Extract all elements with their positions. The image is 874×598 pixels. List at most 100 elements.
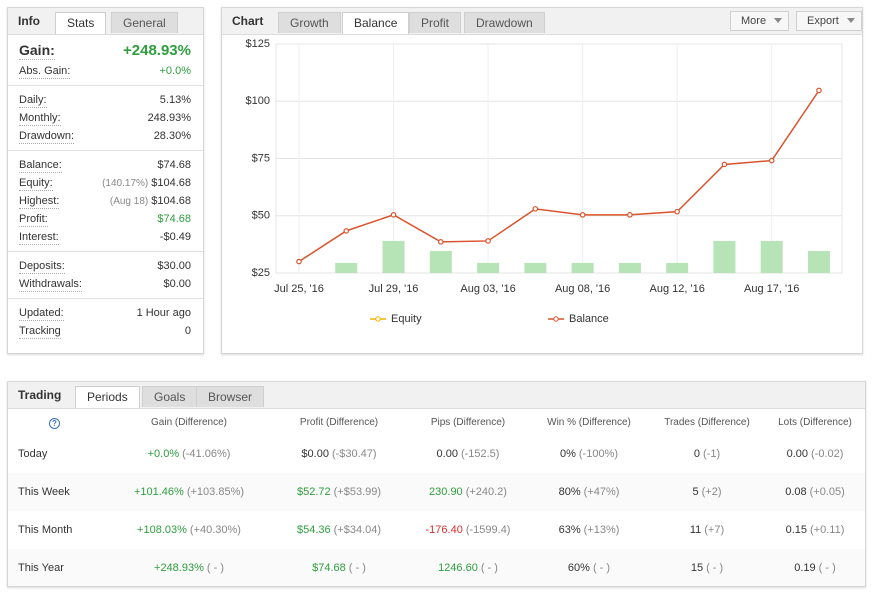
stat-label: Tracking (19, 325, 61, 339)
bar (807, 251, 830, 273)
column-header: Lots (Difference) (778, 417, 852, 428)
column-header: Trades (Difference) (664, 417, 750, 428)
table-cell: 0.19( - ) (794, 562, 836, 574)
table-cell: $74.68( - ) (312, 562, 366, 574)
cell-difference: ( - ) (480, 562, 498, 574)
cell-difference: (-152.5) (460, 448, 500, 460)
stat-value: $74.68 (157, 213, 191, 225)
stat-value: $0.00 (163, 278, 191, 290)
cell-difference: (+$34.04) (333, 524, 382, 536)
cell-difference: ( - ) (348, 562, 366, 574)
cell-value: 1246.60 (438, 562, 478, 574)
y-tick-label: $25 (252, 267, 270, 279)
tab[interactable]: General (111, 12, 178, 33)
cell-difference: (+13%) (583, 524, 620, 536)
table-cell: +248.93%( - ) (154, 562, 224, 574)
stat-row: Equity: (140.17%) $104.68 (8, 174, 203, 192)
dropdown-button[interactable]: Export (796, 11, 862, 31)
stat-row: Profit: $74.68 (8, 210, 203, 228)
stat-value: 28.30% (153, 130, 191, 142)
cell-difference: ( - ) (706, 562, 724, 574)
stat-label: Abs. Gain: (19, 65, 71, 79)
cell-value: 0.15 (785, 524, 808, 536)
legend-marker (553, 316, 559, 322)
stat-value: $30.00 (157, 260, 191, 272)
table-cell: $54.36 (+$34.04) (297, 524, 381, 536)
y-tick-label: $50 (252, 210, 270, 222)
stat-value-box: +0.0% (160, 62, 192, 80)
stat-row: Tracking 0 (8, 322, 203, 340)
point (627, 212, 633, 218)
tab[interactable]: Balance (342, 12, 410, 34)
cell-difference: (+0.05) (809, 486, 845, 498)
tab[interactable]: Goals (142, 386, 198, 407)
x-tick-label: Aug 03, '16 (460, 283, 515, 295)
cell-value: $54.36 (296, 524, 331, 536)
bar (382, 240, 405, 273)
table-cell: 1246.60( - ) (438, 562, 498, 574)
table-cell: 0.15 (+0.11) (786, 524, 845, 536)
tab[interactable]: Browser (196, 386, 265, 407)
legend-label: Balance (569, 313, 609, 325)
stat-value-box: +248.93% (123, 40, 191, 62)
cell-difference: (+$53.99) (333, 486, 382, 498)
x-tick-label: Aug 17, '16 (744, 283, 799, 295)
tab[interactable]: Periods (75, 386, 140, 408)
cell-value: +0.0% (147, 448, 180, 460)
column-header: Pips (Difference) (430, 417, 506, 428)
cell-value: 230.90 (429, 486, 463, 498)
x-tick-label: Aug 12, '16 (650, 283, 705, 295)
tab[interactable]: Stats (55, 12, 107, 34)
cell-value: +108.03% (137, 524, 187, 536)
period-label: This Week (18, 486, 70, 498)
stat-value-box: $74.68 (157, 210, 191, 228)
bar (618, 262, 641, 273)
stat-value-box: 0 (185, 322, 191, 340)
dropdown-button[interactable]: More (730, 11, 790, 31)
cell-difference: (-41.06%) (182, 448, 231, 460)
cell-value: 80% (558, 486, 581, 498)
stat-label: Profit: (19, 213, 48, 227)
period-label: This Month (18, 524, 73, 536)
table-cell: 0.00 (-0.02) (787, 448, 844, 460)
x-tick-label: Jul 29, '16 (369, 283, 419, 295)
info-body: Gain: +248.93% Abs. Gain: +0.0% Daily: 5.13% M… (8, 35, 203, 345)
stat-value-box: 28.30% (154, 127, 191, 145)
tab[interactable]: Drawdown (464, 12, 545, 33)
cell-value: $74.68 (312, 562, 346, 574)
cell-value: 0.19 (794, 562, 816, 574)
table-cell: 0.00 (-152.5) (437, 448, 500, 460)
cell-value: +101.46% (133, 486, 184, 498)
table-cell: 230.90 (+240.2) (429, 486, 507, 498)
stat-label: Gain: (19, 42, 55, 60)
cell-difference: (+0.11) (810, 524, 845, 536)
point (532, 206, 539, 212)
help-icon[interactable]: ? (49, 418, 60, 429)
cell-difference: (+7) (704, 524, 725, 536)
stat-label: Balance: (19, 159, 62, 173)
chart-panel: Chart Growth Balance Profit Drawdown More Exp… (221, 7, 863, 354)
y-tick-label: $75 (252, 152, 270, 164)
stat-value: 0 (184, 325, 191, 337)
stat-value-box: (Aug 18) $104.68 (110, 192, 191, 211)
stat-value: $104.68 (151, 195, 191, 207)
cell-difference: (+240.2) (465, 486, 507, 498)
tab[interactable]: Growth (278, 12, 341, 33)
stat-label: Withdrawals: (19, 278, 82, 292)
point (768, 157, 775, 164)
point (438, 239, 444, 245)
y-tick-label: $100 (246, 95, 270, 107)
table-cell: 60%( - ) (568, 562, 610, 574)
tab[interactable]: Profit (409, 12, 462, 33)
trading-header: Trading Periods Goals Browser (8, 382, 865, 409)
line (298, 90, 820, 263)
stat-row: Withdrawals: $0.00 (8, 275, 203, 293)
stat-row: Daily: 5.13% (8, 91, 203, 109)
stat-label: Updated: (19, 307, 64, 321)
stat-row: Abs. Gain: +0.0% (8, 62, 203, 80)
table-cell: -176.40 (-1599.4) (426, 524, 511, 536)
point (485, 238, 491, 244)
stat-value-box: 248.93% (148, 109, 191, 127)
stat-value: $104.68 (151, 177, 191, 189)
cell-difference: ( - ) (592, 562, 611, 574)
